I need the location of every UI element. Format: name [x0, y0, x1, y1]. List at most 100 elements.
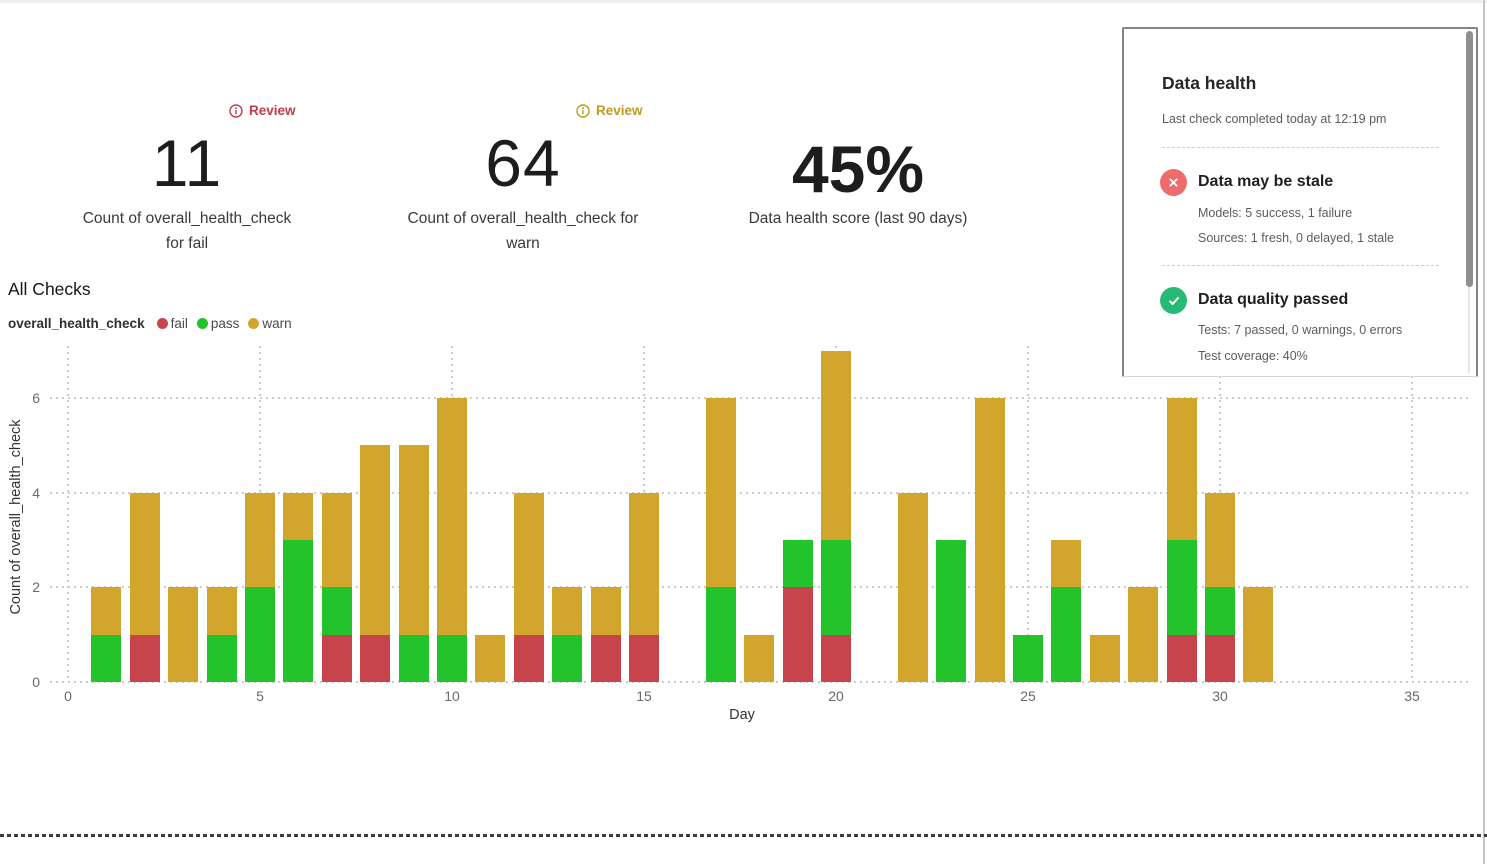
metric-label-fail: Count of overall_health_check for fail: [12, 206, 362, 256]
y-gridline: [50, 586, 1472, 589]
bar-day2-fail[interactable]: [129, 634, 160, 682]
panel-title: Data health: [1162, 73, 1257, 93]
bar-day6-pass[interactable]: [283, 540, 314, 682]
bar-day9-pass[interactable]: [398, 634, 429, 682]
y-tick-label: 6: [32, 390, 40, 407]
legend-label: fail: [170, 316, 188, 331]
bar-day20-pass[interactable]: [821, 540, 851, 635]
chart-legend: overall_health_check fail pass warn: [8, 316, 301, 331]
panel-subtitle: Last check completed today at 12:19 pm: [1162, 112, 1387, 126]
x-gridline: [67, 346, 69, 682]
bar-day20-warn[interactable]: [821, 350, 851, 540]
bar-day24-warn[interactable]: [974, 398, 1005, 682]
metric-card-fail: 11 Count of overall_health_check for fai…: [12, 128, 362, 256]
bar-day9-warn[interactable]: [398, 445, 429, 635]
bar-day13-pass[interactable]: [552, 634, 583, 682]
metric-label-line: Data health score (last 90 days): [748, 210, 968, 227]
bar-day5-pass[interactable]: [245, 587, 275, 682]
bar-day29-warn[interactable]: [1166, 398, 1197, 540]
bar-day7-fail[interactable]: [321, 634, 352, 682]
legend-item-pass[interactable]: pass: [196, 316, 240, 331]
legend-item-fail[interactable]: fail: [156, 316, 188, 331]
bar-day26-warn[interactable]: [1051, 540, 1082, 588]
bar-day10-pass[interactable]: [437, 634, 467, 682]
bar-day30-pass[interactable]: [1205, 587, 1235, 635]
bar-day12-fail[interactable]: [513, 634, 544, 682]
x-tick-label: 30: [1212, 688, 1228, 704]
bar-day23-pass[interactable]: [936, 540, 967, 682]
metric-label-warn: Count of overall_health_check for warn: [348, 206, 698, 256]
x-tick-label: 35: [1404, 688, 1420, 704]
bar-day29-pass[interactable]: [1166, 540, 1197, 635]
bar-day6-warn[interactable]: [283, 492, 314, 540]
x-gridline: [1027, 346, 1029, 682]
panel-scrollbar-track: [1468, 287, 1470, 373]
bar-day1-warn[interactable]: [91, 587, 122, 635]
bar-day15-fail[interactable]: [629, 634, 659, 682]
bar-day15-warn[interactable]: [629, 492, 659, 635]
panel-section-line: Test coverage: 40%: [1198, 349, 1308, 363]
bar-day25-pass[interactable]: [1013, 634, 1043, 682]
panel-scrollbar-thumb[interactable]: [1466, 31, 1473, 287]
metric-label-line: warn: [506, 235, 540, 252]
bar-day30-warn[interactable]: [1205, 492, 1235, 588]
y-gridline: [50, 491, 1472, 494]
bar-day28-warn[interactable]: [1128, 587, 1159, 682]
bar-day4-warn[interactable]: [206, 587, 237, 635]
legend-series-name: overall_health_check: [8, 316, 145, 331]
legend-dot-warn: [248, 318, 260, 329]
bar-day19-fail[interactable]: [782, 587, 813, 682]
legend-label: warn: [262, 316, 292, 331]
bar-day14-warn[interactable]: [590, 587, 621, 635]
bar-day17-pass[interactable]: [705, 587, 736, 682]
panel-section-line: Models: 5 success, 1 failure: [1198, 206, 1353, 220]
bar-day12-warn[interactable]: [513, 492, 544, 635]
bar-day7-warn[interactable]: [321, 492, 352, 588]
bar-day10-warn[interactable]: [437, 398, 467, 635]
bar-day22-warn[interactable]: [897, 492, 928, 682]
x-tick-label: 5: [256, 688, 264, 704]
review-label: Review: [249, 103, 296, 118]
bar-day17-warn[interactable]: [705, 398, 736, 588]
metric-card-health-score: 45% Data health score (last 90 days): [683, 134, 1033, 231]
bar-day7-pass[interactable]: [321, 587, 352, 635]
bar-day5-warn[interactable]: [245, 492, 275, 588]
metric-value-warn: 64: [485, 126, 561, 200]
bar-day4-pass[interactable]: [206, 634, 237, 682]
bar-day13-warn[interactable]: [552, 587, 583, 635]
review-badge-fail[interactable]: Review: [229, 103, 296, 118]
panel-section-line: Tests: 7 passed, 0 warnings, 0 errors: [1198, 323, 1403, 337]
bar-day30-fail[interactable]: [1205, 634, 1235, 682]
bar-day3-warn[interactable]: [168, 587, 199, 682]
bar-day31-warn[interactable]: [1243, 587, 1274, 682]
legend-item-warn[interactable]: warn: [248, 316, 292, 331]
info-icon: [576, 103, 590, 118]
bar-day27-warn[interactable]: [1089, 634, 1120, 682]
x-tick-label: 0: [64, 688, 72, 704]
bottom-dotted-divider: [0, 834, 1487, 837]
x-tick-label: 15: [636, 688, 652, 704]
chart-title: All Checks: [8, 279, 91, 299]
check-circle-icon: [1160, 287, 1187, 314]
bar-day2-warn[interactable]: [129, 492, 160, 635]
bar-day11-warn[interactable]: [475, 634, 506, 682]
bar-day14-fail[interactable]: [590, 634, 621, 682]
bar-day26-pass[interactable]: [1051, 587, 1082, 682]
window-right-edge: [1483, 0, 1485, 864]
bar-day8-warn[interactable]: [360, 445, 391, 635]
x-axis-title: Day: [729, 707, 755, 723]
x-tick-label: 25: [1020, 688, 1036, 704]
panel-section-line: Sources: 1 fresh, 0 delayed, 1 stale: [1198, 231, 1394, 245]
legend-label: pass: [210, 316, 240, 331]
bar-day18-warn[interactable]: [744, 634, 775, 682]
panel-section-title-quality: Data quality passed: [1198, 291, 1349, 308]
bar-day1-pass[interactable]: [91, 634, 122, 682]
bar-day8-fail[interactable]: [360, 634, 391, 682]
review-badge-warn[interactable]: Review: [576, 103, 643, 118]
bar-day20-fail[interactable]: [821, 634, 851, 682]
bar-day19-pass[interactable]: [782, 540, 813, 588]
y-tick-label: 2: [32, 579, 40, 596]
bar-day29-fail[interactable]: [1166, 634, 1197, 682]
y-gridline: [50, 681, 1472, 683]
info-icon: [229, 103, 243, 118]
